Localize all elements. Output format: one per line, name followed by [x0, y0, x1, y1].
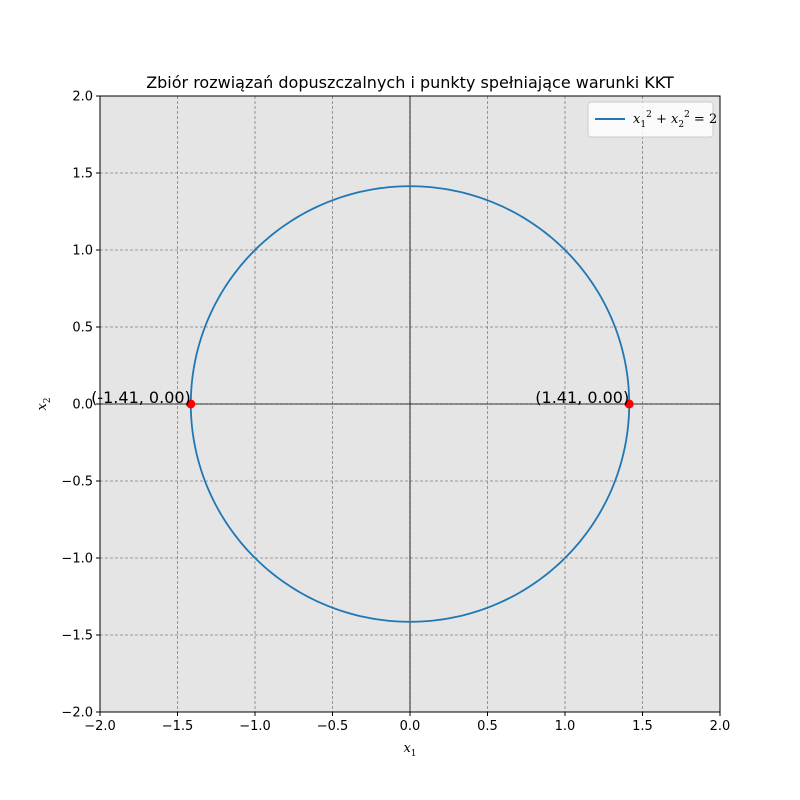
x-tick-label: −1.0 [239, 719, 271, 734]
kkt-point-label: (1.41, 0.00) [535, 388, 629, 407]
kkt-point-label: (-1.41, 0.00) [91, 388, 191, 407]
kkt-point [624, 399, 634, 409]
x-tick-label: 1.5 [632, 719, 653, 734]
y-tick-label: 0.5 [72, 321, 93, 336]
y-tick-label: 1.5 [72, 167, 93, 182]
x-axis-label: x1 [403, 741, 416, 759]
y-tick-label: −2.0 [61, 706, 93, 721]
x-tick-label: 0.0 [400, 719, 421, 734]
legend-label: x12 + x22 = 2 [633, 110, 717, 130]
zero-axis-lines [100, 96, 720, 712]
x-tick-label: −0.5 [317, 719, 349, 734]
x-tick-label: 0.5 [477, 719, 498, 734]
x-tick-label: −2.0 [84, 719, 116, 734]
y-axis-label: x2 [35, 397, 53, 410]
legend: x12 + x22 = 2 [587, 101, 717, 138]
y-tick-label: −0.5 [61, 475, 93, 490]
x-tick-label: 1.0 [555, 719, 576, 734]
legend-box [587, 101, 714, 138]
y-tick-label: −1.0 [61, 552, 93, 567]
x-tick-label: 2.0 [710, 719, 731, 734]
y-tick-label: 1.0 [72, 244, 93, 259]
y-tick-label: 0.0 [72, 398, 93, 413]
chart-title: Zbiór rozwiązań dopuszczalnych i punkty … [146, 73, 674, 92]
x-tick-label: −1.5 [162, 719, 194, 734]
y-tick-label: 2.0 [72, 90, 93, 105]
kkt-point [186, 399, 196, 409]
kkt-points: (-1.41, 0.00) (1.41, 0.00) [91, 388, 634, 409]
y-tick-label: −1.5 [61, 629, 93, 644]
ticks: −2.0 −1.5 −1.0 −0.5 0.0 0.5 1.0 1.5 2.0 −2.0 −1.5 −… [61, 90, 730, 735]
